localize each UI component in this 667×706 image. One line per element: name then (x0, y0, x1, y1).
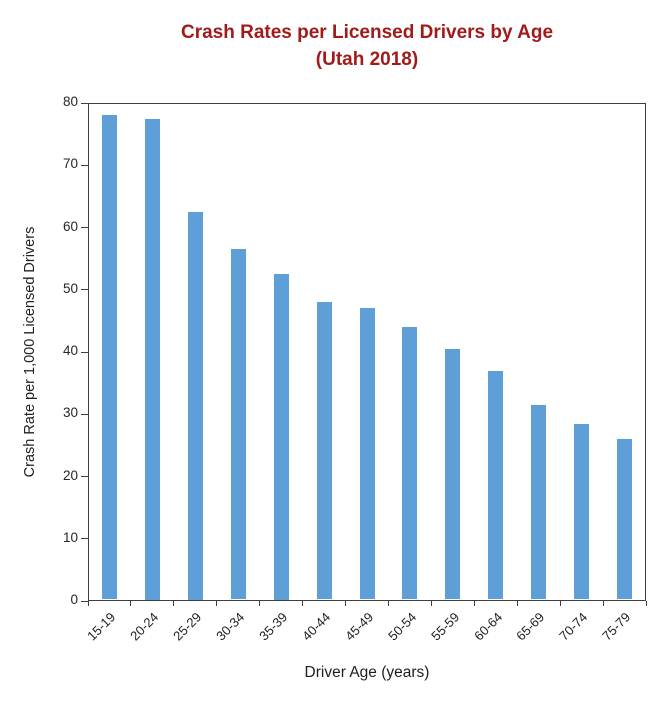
bar (445, 348, 461, 600)
y-tick-mark (81, 413, 88, 415)
y-tick-label: 60 (62, 218, 78, 234)
y-tick-label: 80 (62, 94, 78, 109)
y-tick-mark (81, 164, 88, 166)
x-tick-mark (559, 601, 561, 606)
bar (101, 115, 117, 600)
y-tick-mark (81, 351, 88, 353)
bar (402, 327, 418, 600)
chart-title: Crash Rates per Licensed Drivers by Age … (67, 20, 667, 73)
bar (144, 118, 160, 600)
x-tick-mark (345, 601, 347, 606)
x-tick-mark (430, 601, 432, 606)
chart-title-line2: (Utah 2018) (315, 48, 419, 70)
x-tick-mark (130, 601, 132, 606)
y-tick-mark (81, 289, 88, 291)
x-tick-label: 20-24 (127, 609, 162, 644)
x-tick-label: 40-44 (298, 609, 334, 644)
y-tick-label: 70 (62, 156, 78, 172)
x-tick-label: 50-54 (384, 609, 419, 644)
bar (359, 308, 375, 600)
y-tick-mark (81, 600, 88, 602)
bar (316, 302, 332, 600)
x-tick-mark (516, 601, 518, 606)
x-tick-mark (473, 601, 475, 606)
bar (617, 439, 633, 600)
y-tick-label: 0 (70, 592, 78, 607)
y-tick-label: 20 (62, 467, 78, 483)
x-tick-mark (302, 601, 304, 606)
x-tick-label: 35-39 (256, 609, 291, 644)
x-tick-mark (387, 601, 389, 606)
bar (488, 370, 504, 600)
x-tick-label: 75-79 (599, 609, 634, 644)
y-tick-mark (81, 102, 88, 104)
y-tick-label: 30 (62, 405, 78, 421)
x-tick-mark (602, 601, 604, 606)
y-tick-mark (81, 538, 88, 540)
bar (531, 404, 547, 600)
x-tick-label: 30-34 (213, 609, 248, 644)
bar (230, 249, 246, 600)
x-tick-label: 65-69 (513, 609, 548, 644)
y-tick-label: 10 (62, 529, 78, 545)
x-tick-mark (645, 601, 647, 606)
x-tick-label: 60-64 (470, 609, 505, 644)
chart-title-line1: Crash Rates per Licensed Drivers by Age (180, 22, 554, 43)
x-tick-label: 25-29 (170, 609, 205, 644)
x-tick-label: 70-74 (556, 609, 591, 644)
bar (187, 211, 203, 600)
x-tick-mark (87, 601, 89, 606)
y-tick-mark (81, 227, 88, 228)
x-tick-label: 55-59 (427, 609, 462, 644)
y-tick-label: 50 (62, 280, 78, 296)
x-tick-mark (173, 601, 175, 606)
y-tick-mark (81, 476, 88, 477)
x-tick-mark (216, 601, 218, 606)
y-tick-label: 40 (62, 343, 78, 358)
bar (273, 274, 289, 600)
x-tick-label: 45-49 (341, 609, 376, 644)
bar (574, 423, 590, 600)
x-tick-mark (259, 601, 261, 606)
x-tick-label: 15-19 (84, 609, 119, 644)
x-axis-title: Driver Age (years) (304, 664, 430, 681)
